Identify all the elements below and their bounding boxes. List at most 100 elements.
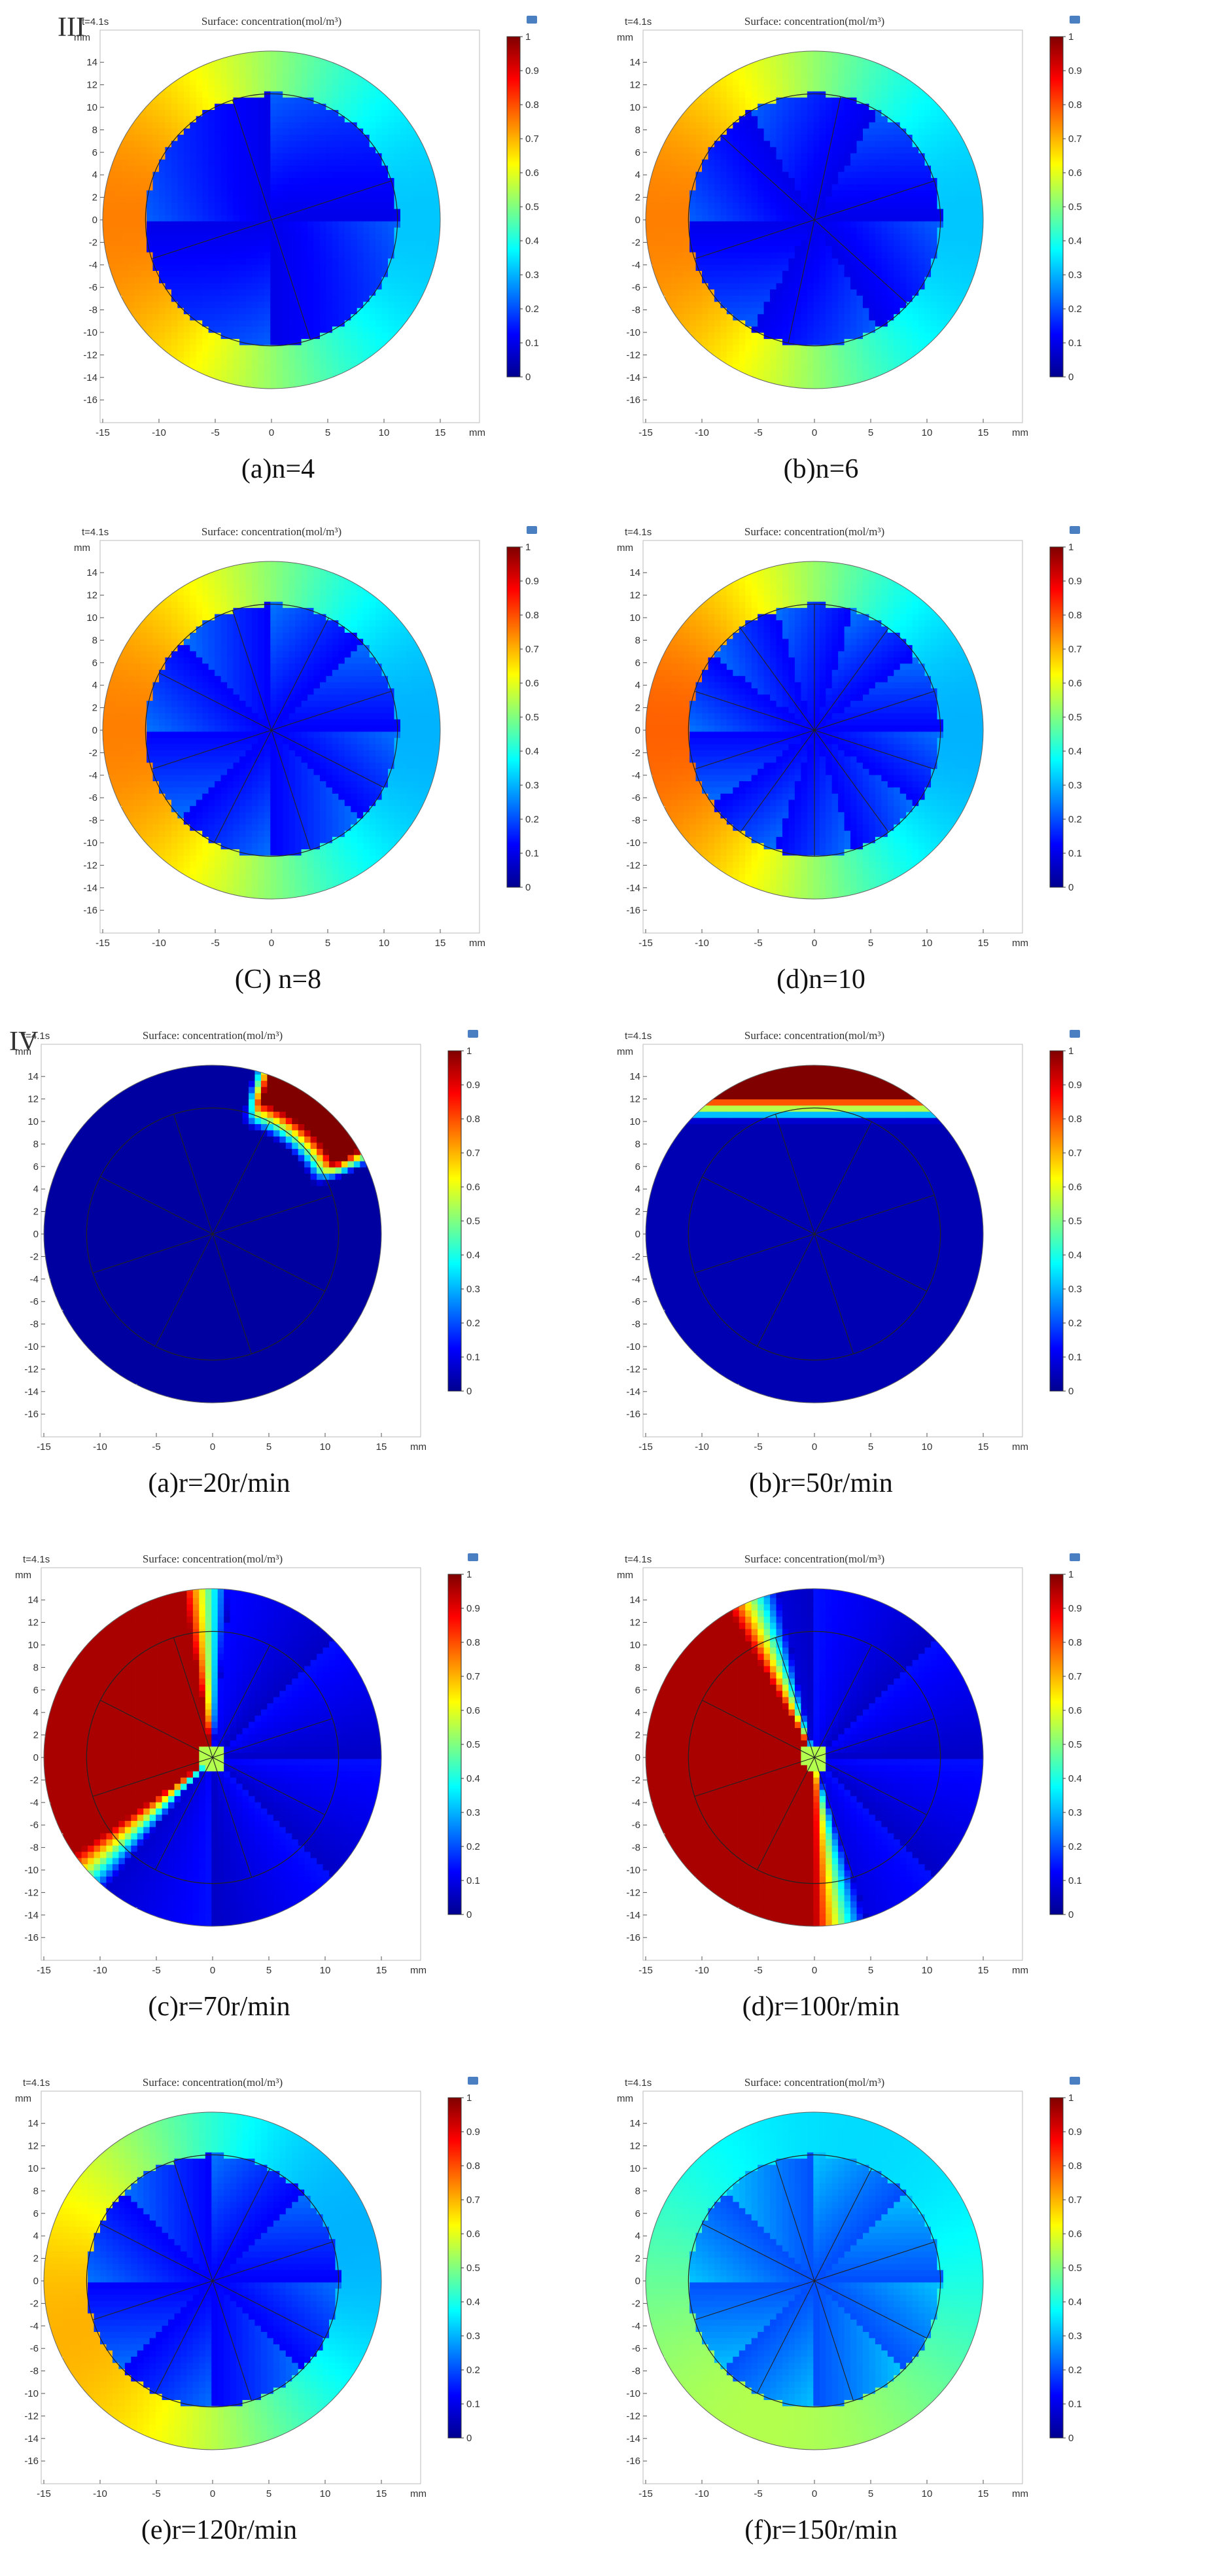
field-cell [258, 152, 265, 160]
field-cell [899, 165, 907, 172]
field-cell [202, 320, 209, 327]
field-cell [276, 338, 283, 345]
field-cell [369, 264, 376, 271]
field-cell [419, 258, 426, 265]
field-cell [807, 264, 814, 271]
field-cell [239, 159, 247, 166]
field-cell [763, 152, 771, 160]
field-cell [190, 252, 197, 259]
y-tick-label: -4 [89, 260, 97, 271]
field-cell [683, 289, 690, 296]
field-cell [270, 369, 277, 376]
field-cell [739, 122, 746, 129]
field-cell [782, 165, 790, 172]
field-cell [894, 97, 901, 104]
field-cell [351, 165, 358, 172]
field-cell [270, 79, 277, 86]
field-cell [677, 134, 684, 141]
field-cell [220, 147, 228, 154]
x-tick-label: -15 [638, 427, 653, 438]
field-cell [819, 258, 826, 265]
field-cell [690, 227, 697, 234]
field-cell [906, 313, 913, 321]
field-cell [899, 91, 907, 98]
field-cell [671, 308, 678, 315]
field-cell [406, 227, 413, 234]
field-cell [227, 283, 234, 290]
field-cell [288, 128, 296, 135]
field-cell [388, 227, 395, 234]
field-cell [288, 208, 296, 215]
field-cell [807, 147, 814, 154]
field-cell [245, 276, 253, 283]
field-cell [122, 171, 129, 179]
field-cell [357, 332, 364, 340]
field-cell [215, 376, 222, 383]
field-cell [776, 320, 783, 327]
field-cell [239, 313, 247, 321]
field-cell [147, 215, 154, 222]
field-cell [708, 84, 715, 92]
field-cell [763, 313, 771, 321]
field-cell [444, 239, 450, 246]
field-cell [270, 122, 277, 129]
field-cell [239, 122, 247, 129]
field-cell [862, 264, 870, 271]
field-cell [283, 190, 290, 197]
field-cell [338, 252, 345, 259]
field-cell [233, 326, 240, 333]
field-cell [714, 233, 721, 240]
field-cell [319, 221, 327, 228]
field-cell [702, 264, 709, 271]
field-cell [258, 72, 265, 79]
field-cell [140, 159, 147, 166]
field-cell [400, 171, 407, 179]
field-cell [726, 115, 733, 122]
field-cell [714, 338, 721, 345]
field-cell [381, 233, 389, 240]
field-cell [881, 72, 888, 79]
field-cell [708, 344, 715, 351]
field-cell [658, 252, 665, 259]
field-cell [351, 128, 358, 135]
field-cell [152, 171, 160, 179]
field-cell [276, 72, 283, 79]
field-cell [183, 177, 190, 185]
field-cell [881, 283, 888, 290]
field-cell [875, 239, 882, 247]
field-cell [264, 159, 271, 166]
field-cell [658, 165, 665, 172]
field-cell [690, 239, 697, 247]
field-cell [844, 276, 851, 283]
field-cell [881, 376, 888, 383]
field-cell [739, 171, 746, 179]
field-cell [283, 264, 290, 271]
field-cell [363, 91, 370, 98]
field-cell [159, 177, 166, 185]
field-cell [276, 376, 283, 383]
field-cell [288, 239, 296, 247]
field-cell [912, 72, 919, 79]
field-cell [400, 97, 407, 104]
field-cell [838, 177, 845, 185]
field-cell [708, 202, 715, 209]
field-cell [177, 177, 184, 185]
field-cell [931, 252, 938, 259]
field-cell [770, 289, 777, 296]
field-cell [782, 332, 790, 340]
field-cell [819, 122, 826, 129]
field-cell [159, 103, 166, 111]
field-cell [881, 308, 888, 315]
field-cell [332, 283, 339, 290]
field-cell [801, 84, 808, 92]
field-cell [838, 54, 845, 61]
field-cell [788, 227, 795, 234]
field-cell [838, 338, 845, 345]
field-cell [140, 308, 147, 315]
field-cell [819, 326, 826, 333]
field-cell [319, 183, 327, 191]
field-cell [388, 239, 395, 247]
field-cell [763, 326, 771, 333]
field-cell [239, 344, 247, 351]
field-cell [233, 202, 240, 209]
